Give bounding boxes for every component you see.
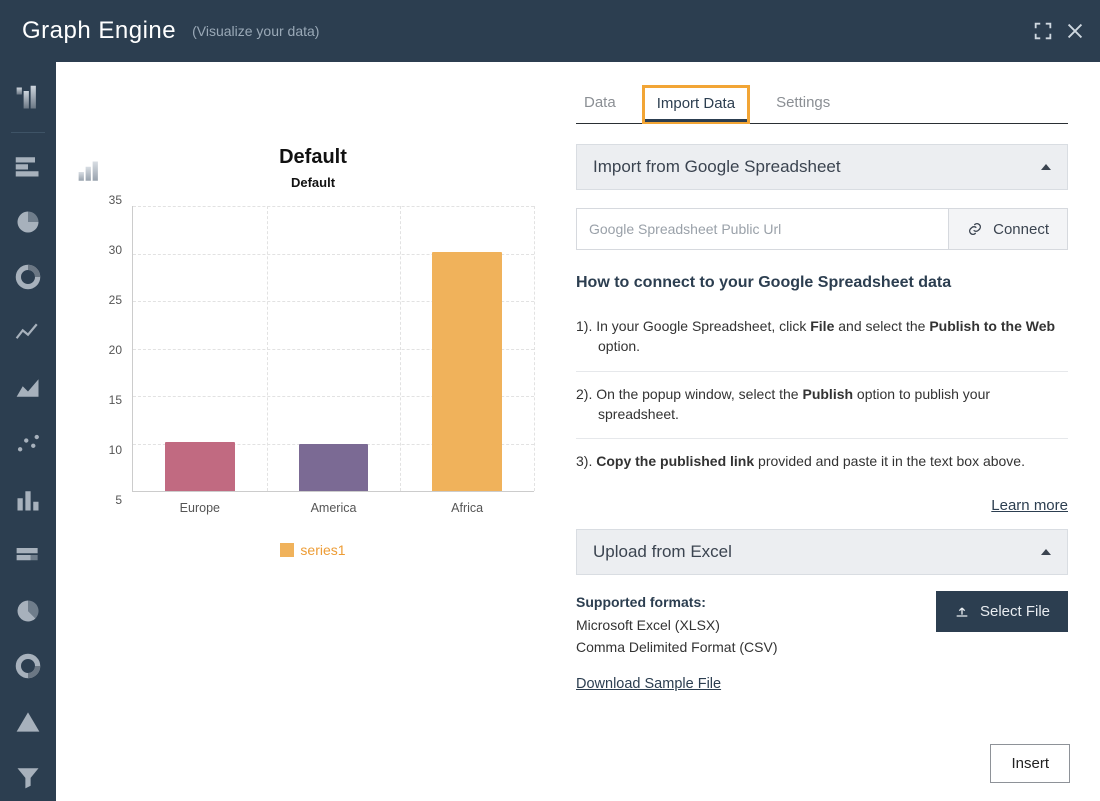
fullscreen-icon[interactable] <box>1032 20 1054 42</box>
x-category-label: Africa <box>451 501 483 515</box>
select-file-button[interactable]: Select File <box>936 591 1068 632</box>
excel-info: Supported formats: Microsoft Excel (XLSX… <box>576 591 777 658</box>
upload-icon <box>954 604 970 620</box>
sidebar-item-bar-stacked-h[interactable] <box>0 143 56 191</box>
main: Default Default 5101520253035 EuropeAmer… <box>56 62 1100 801</box>
howto-step-1: 1). In your Google Spreadsheet, click Fi… <box>576 304 1068 372</box>
sidebar-item-funnel[interactable] <box>0 754 56 801</box>
y-tick-label: 35 <box>109 193 122 207</box>
bar <box>299 444 369 491</box>
format-csv: Comma Delimited Format (CSV) <box>576 636 777 658</box>
connect-label: Connect <box>993 221 1049 238</box>
accordion-excel-title: Upload from Excel <box>593 542 732 562</box>
bar <box>165 442 235 491</box>
sidebar-item-pie-alt[interactable] <box>0 587 56 635</box>
header-actions <box>1032 0 1086 62</box>
sidebar-item-bar-h[interactable] <box>0 74 56 122</box>
gridline-v <box>267 206 268 491</box>
app-window: Graph Engine (Visualize your data) <box>0 0 1100 801</box>
tab-import-data[interactable]: Import Data <box>642 85 750 124</box>
sidebar-item-triangle[interactable] <box>0 698 56 746</box>
legend-label: series1 <box>300 542 345 558</box>
chart-title: Default <box>78 146 548 169</box>
sidebar-item-bar-v[interactable] <box>0 476 56 524</box>
chevron-up-icon <box>1041 164 1051 170</box>
chart-logo-icon <box>76 158 104 186</box>
download-sample-row: Download Sample File <box>576 675 1068 693</box>
howto-step-3: 3). Copy the published link provided and… <box>576 439 1068 485</box>
download-sample-link[interactable]: Download Sample File <box>576 676 721 692</box>
y-tick-label: 15 <box>109 393 122 407</box>
tab-data[interactable]: Data <box>580 84 620 123</box>
y-tick-label: 20 <box>109 343 122 357</box>
app-title: Graph Engine <box>22 17 176 45</box>
plot-area: EuropeAmericaAfrica <box>132 206 534 492</box>
supported-formats-label: Supported formats: <box>576 591 777 613</box>
tab-settings[interactable]: Settings <box>772 84 834 123</box>
legend-swatch <box>280 543 294 557</box>
gridline-h <box>133 206 534 207</box>
x-category-label: America <box>311 501 357 515</box>
app-tagline: (Visualize your data) <box>192 23 319 39</box>
config-panel: Data Import Data Settings Import from Go… <box>558 62 1100 801</box>
chart-legend: series1 <box>78 542 548 558</box>
link-icon <box>967 221 983 237</box>
chevron-up-icon <box>1041 549 1051 555</box>
chart-plot: 5101520253035 EuropeAmericaAfrica <box>92 200 538 500</box>
body: Default Default 5101520253035 EuropeAmer… <box>0 62 1100 801</box>
learn-more-link[interactable]: Learn more <box>991 497 1068 514</box>
chart-panel: Default Default 5101520253035 EuropeAmer… <box>56 62 558 801</box>
accordion-google-title: Import from Google Spreadsheet <box>593 157 841 177</box>
sidebar-item-donut-alt[interactable] <box>0 642 56 690</box>
accordion-google-header[interactable]: Import from Google Spreadsheet <box>576 144 1068 190</box>
gridline-v <box>400 206 401 491</box>
chart-subtitle: Default <box>78 175 548 190</box>
accordion-excel-header[interactable]: Upload from Excel <box>576 529 1068 575</box>
sidebar-item-donut[interactable] <box>0 254 56 302</box>
y-tick-label: 30 <box>109 243 122 257</box>
chart-type-sidebar <box>0 62 56 801</box>
y-tick-label: 5 <box>115 493 122 507</box>
howto-step-2: 2). On the popup window, select the Publ… <box>576 372 1068 440</box>
format-xlsx: Microsoft Excel (XLSX) <box>576 614 777 636</box>
google-url-input[interactable] <box>576 208 949 250</box>
x-category-label: Europe <box>180 501 220 515</box>
close-icon[interactable] <box>1064 20 1086 42</box>
y-tick-label: 25 <box>109 293 122 307</box>
sidebar-item-area[interactable] <box>0 365 56 413</box>
select-file-label: Select File <box>980 603 1050 620</box>
tabs: Data Import Data Settings <box>576 84 1068 124</box>
y-axis: 5101520253035 <box>92 200 128 500</box>
chart-wrap: Default Default 5101520253035 EuropeAmer… <box>78 146 548 558</box>
howto-title: How to connect to your Google Spreadshee… <box>576 274 1068 292</box>
insert-button[interactable]: Insert <box>990 744 1070 783</box>
gridline-v <box>534 206 535 491</box>
learn-more-row: Learn more <box>576 497 1068 515</box>
accordion-google: Import from Google Spreadsheet Connect H… <box>576 144 1068 515</box>
y-tick-label: 10 <box>109 443 122 457</box>
sidebar-item-bar-stacked[interactable] <box>0 531 56 579</box>
connect-button[interactable]: Connect <box>949 208 1068 250</box>
sidebar-item-line[interactable] <box>0 309 56 357</box>
sidebar-item-scatter[interactable] <box>0 420 56 468</box>
howto-steps: 1). In your Google Spreadsheet, click Fi… <box>576 304 1068 485</box>
footer: Insert <box>990 744 1070 783</box>
accordion-excel: Upload from Excel Supported formats: Mic… <box>576 529 1068 692</box>
google-url-row: Connect <box>576 208 1068 250</box>
excel-row: Supported formats: Microsoft Excel (XLSX… <box>576 591 1068 658</box>
header: Graph Engine (Visualize your data) <box>0 0 1100 62</box>
bar <box>432 252 502 491</box>
sidebar-item-pie[interactable] <box>0 198 56 246</box>
sidebar-divider <box>11 132 45 133</box>
